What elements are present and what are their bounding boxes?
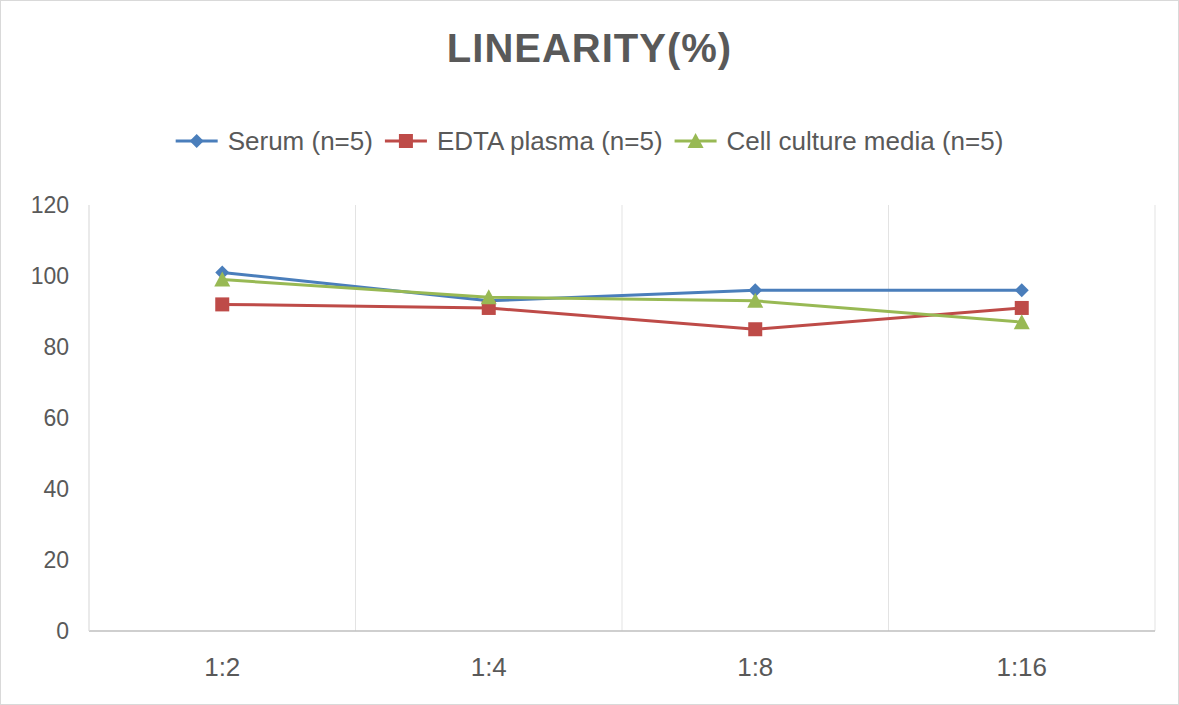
y-axis: [89, 205, 90, 631]
data-point: [214, 272, 230, 287]
data-point: [747, 293, 763, 308]
data-point: [1015, 301, 1029, 315]
grid-line: [1155, 205, 1156, 631]
legend-label: EDTA plasma (n=5): [437, 126, 663, 156]
data-point: [1015, 283, 1029, 297]
background: [1, 1, 1179, 705]
grid-line: [355, 205, 356, 631]
data-point: [748, 322, 762, 336]
y-tick-label: 40: [43, 476, 69, 502]
legend: Serum (n=5) EDTA plasma (n=5) Cell culture…: [176, 126, 1004, 156]
legend-marker: [399, 134, 413, 148]
grid-line: [622, 205, 623, 631]
y-tick: [85, 276, 89, 277]
legend-label: Cell culture media (n=5): [727, 126, 1004, 156]
x-axis: [89, 630, 1155, 632]
y-tick-label: 80: [43, 334, 69, 360]
y-tick: [85, 489, 89, 490]
y-tick: [85, 418, 89, 419]
legend-marker: [190, 134, 204, 148]
legend-item: Cell culture media (n=5): [675, 126, 1004, 156]
legend-label: Serum (n=5): [228, 126, 373, 156]
y-tick-label: 100: [31, 263, 69, 289]
series-line: [222, 280, 1022, 323]
legend-item: EDTA plasma (n=5): [385, 126, 663, 156]
x-tick-label: 1:16: [996, 652, 1047, 682]
y-tick: [85, 205, 89, 206]
plot-area: [214, 265, 1030, 336]
y-tick: [85, 631, 89, 632]
y-tick: [85, 560, 89, 561]
title: LINEARITY(%): [447, 26, 732, 70]
y-tick: [85, 347, 89, 348]
legend-item: Serum (n=5): [176, 126, 373, 156]
data-point: [215, 297, 229, 311]
chart-container: LINEARITY(%) 0 20 40 60 80 100 120 1:2 1:4 1:8 1:16…: [0, 0, 1179, 705]
y-tick-label: 20: [43, 547, 69, 573]
x-tick-label: 1:8: [737, 652, 773, 682]
y-tick-label: 120: [31, 192, 69, 218]
chart-svg: LINEARITY(%) 0 20 40 60 80 100 120 1:2 1:4 1:8 1:16…: [0, 0, 1179, 705]
data-point: [1014, 314, 1030, 329]
grid-line: [89, 205, 90, 631]
y-tick-label: 60: [43, 405, 69, 431]
x-tick-label: 1:2: [204, 652, 240, 682]
legend-marker: [688, 133, 704, 148]
data-point: [481, 289, 497, 304]
y-tick-label: 0: [56, 618, 69, 644]
grid-line: [888, 205, 889, 631]
x-tick-label: 1:4: [471, 652, 507, 682]
series-line: [222, 304, 1022, 329]
